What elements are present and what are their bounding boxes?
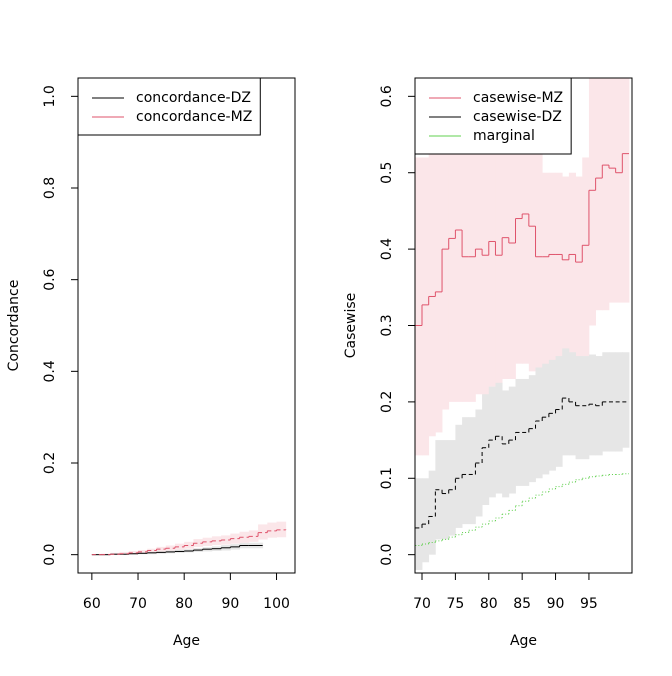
confidence-band [442, 112, 449, 410]
confidence-band [562, 177, 569, 372]
confidence-band [582, 157, 589, 356]
legend-label: casewise-DZ [473, 109, 562, 125]
x-tick-label: 80 [480, 596, 498, 612]
y-tick-label: 0.2 [379, 391, 395, 413]
confidence-band [489, 387, 496, 498]
confidence-band [576, 177, 583, 372]
confidence-band [415, 478, 422, 570]
y-tick-label: 0.5 [379, 162, 395, 184]
y-tick-label: 0.3 [379, 314, 395, 336]
confidence-band [455, 425, 462, 528]
confidence-band [435, 150, 442, 433]
confidence-band [622, 352, 629, 447]
x-axis-title: Age [510, 633, 537, 649]
y-tick-label: 0.8 [42, 177, 58, 199]
confidence-band [562, 348, 569, 455]
confidence-band [589, 66, 596, 326]
confidence-band [569, 352, 576, 455]
legend-label: casewise-MZ [473, 90, 563, 106]
confidence-band [622, 35, 629, 302]
confidence-band [442, 440, 449, 539]
confidence-band [449, 440, 456, 535]
confidence-band [462, 417, 469, 524]
confidence-band [258, 524, 268, 539]
y-tick-label: 0.1 [379, 467, 395, 489]
y-tick-label: 0.0 [42, 544, 58, 566]
confidence-band [542, 364, 549, 475]
confidence-band [602, 51, 609, 311]
legend-label: marginal [473, 128, 535, 144]
confidence-band [576, 356, 583, 459]
confidence-band [556, 173, 563, 364]
x-tick-label: 90 [221, 596, 239, 612]
confidence-band [415, 157, 422, 455]
y-tick-label: 0.6 [379, 85, 395, 107]
confidence-band [429, 150, 436, 436]
confidence-band [536, 368, 543, 479]
y-tick-label: 0.4 [379, 238, 395, 260]
legend: concordance-DZ concordance-MZ [78, 78, 260, 135]
confidence-band [549, 173, 556, 364]
legend: casewise-MZ casewise-DZ marginal [415, 78, 571, 154]
confidence-band [549, 360, 556, 471]
confidence-band [556, 356, 563, 467]
x-tick-label: 90 [547, 596, 565, 612]
confidence-band [422, 157, 429, 455]
confidence-band [596, 58, 603, 310]
confidence-band [495, 383, 502, 494]
legend-label: concordance-DZ [136, 90, 251, 106]
confidence-band [569, 173, 576, 372]
x-axis-title: Age [173, 633, 200, 649]
x-tick-label: 100 [263, 596, 290, 612]
plot-frame [78, 78, 295, 573]
x-tick-label: 60 [83, 596, 101, 612]
confidence-band [609, 51, 616, 303]
confidence-band [482, 112, 489, 402]
y-tick-label: 0.6 [42, 268, 58, 290]
confidence-band [589, 355, 596, 456]
y-tick-label: 0.4 [42, 360, 58, 382]
panel: 60 70 80 90 100 0.0 0.2 0.4 0.6 0.8 1.0 Age Concorda… [6, 78, 295, 649]
confidence-band [616, 51, 623, 303]
confidence-band [542, 173, 549, 372]
y-axis-title: Casewise [343, 293, 359, 359]
confidence-band [469, 417, 476, 524]
x-tick-label: 85 [513, 596, 531, 612]
legend-box [78, 78, 260, 135]
y-axis-title: Concordance [6, 280, 22, 372]
plot-area [92, 522, 286, 555]
x-tick-label: 80 [175, 596, 193, 612]
x-tick-label: 95 [580, 596, 598, 612]
x-tick-label: 75 [446, 596, 464, 612]
y-tick-label: 0.2 [42, 452, 58, 474]
confidence-band [267, 523, 277, 538]
y-tick-label: 1.0 [42, 85, 58, 107]
x-tick-label: 70 [129, 596, 147, 612]
confidence-band [482, 394, 489, 505]
confidence-band [422, 478, 429, 562]
legend-label: concordance-MZ [136, 109, 252, 125]
x-tick-label: 70 [413, 596, 431, 612]
y-tick-label: 0.0 [379, 544, 395, 566]
panel: 70 75 80 85 90 95 0.0 0.1 0.2 0.3 0.4 0.5 0.6 Age Case… [343, 35, 632, 649]
confidence-band [582, 356, 589, 459]
